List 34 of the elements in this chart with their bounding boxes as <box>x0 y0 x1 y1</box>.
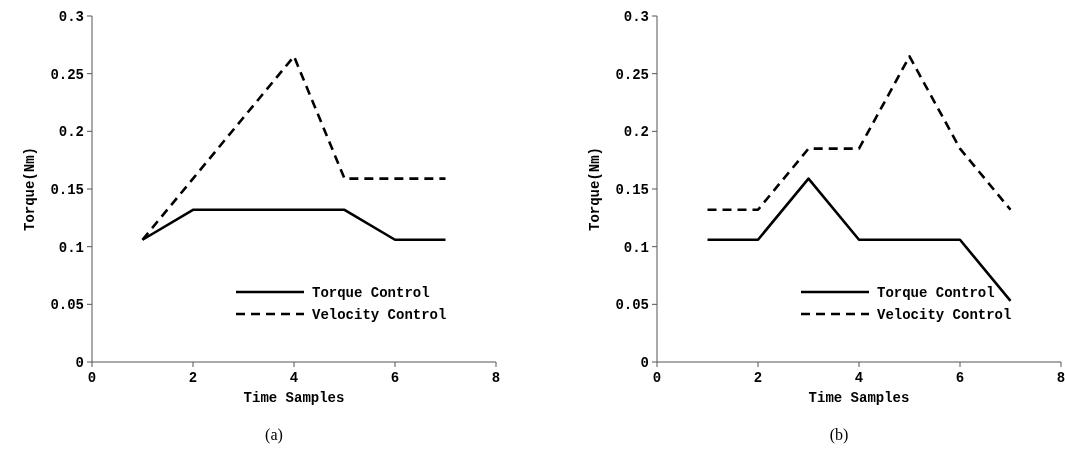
y-tick-label: 0.15 <box>50 182 84 198</box>
x-tick-label: 0 <box>87 370 97 386</box>
x-tick-label: 6 <box>955 370 965 386</box>
y-tick-label: 0.25 <box>615 66 649 83</box>
legend-label: Torque Control <box>312 285 430 301</box>
y-tick-label: 0.3 <box>623 9 649 25</box>
y-tick-label: 0.2 <box>623 124 649 141</box>
x-axis-title: Time Samples <box>243 390 345 406</box>
x-tick-label: 4 <box>289 370 299 386</box>
legend-label: Velocity Control <box>312 307 447 323</box>
x-tick-label: 8 <box>1056 370 1065 386</box>
y-tick-label: 0.05 <box>615 297 649 314</box>
x-tick-label: 0 <box>652 370 662 386</box>
y-tick-label: 0.3 <box>58 9 84 25</box>
y-tick-label: 0.1 <box>623 239 649 256</box>
y-tick-label: 0.1 <box>58 239 84 256</box>
x-tick-label: 4 <box>854 370 864 386</box>
y-tick-label: 0 <box>75 355 84 371</box>
y-axis-title: Torque(Nm) <box>22 146 38 232</box>
legend-label: Torque Control <box>877 285 995 301</box>
y-tick-label: 0.05 <box>50 297 84 314</box>
y-axis-title: Torque(Nm) <box>587 146 603 232</box>
y-tick-label: 0 <box>640 355 649 371</box>
x-tick-label: 6 <box>390 370 400 386</box>
legend-label: Velocity Control <box>877 307 1012 323</box>
y-tick-label: 0.2 <box>58 124 84 141</box>
x-tick-label: 2 <box>188 370 198 386</box>
x-axis-title: Time Samples <box>808 390 910 406</box>
text: (a) <box>265 426 283 444</box>
y-tick-label: 0.15 <box>615 182 649 198</box>
y-tick-label: 0.25 <box>50 66 84 83</box>
x-tick-label: 8 <box>491 370 501 386</box>
x-tick-label: 2 <box>753 370 763 386</box>
text: (b) <box>829 426 849 444</box>
